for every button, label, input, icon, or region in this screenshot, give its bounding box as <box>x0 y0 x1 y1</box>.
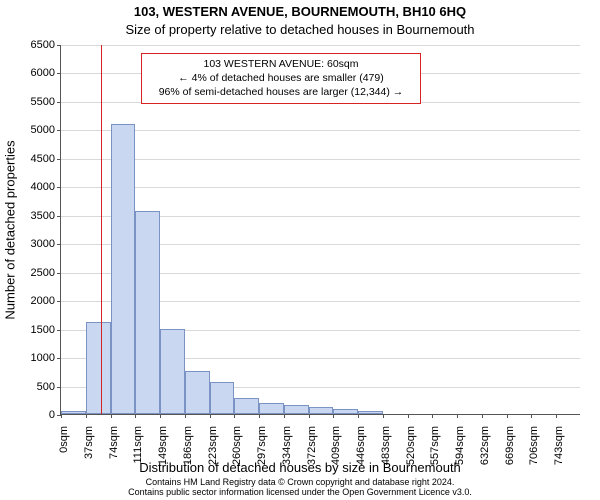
xtick-mark <box>507 414 508 418</box>
histogram-bar <box>61 411 86 414</box>
ytick-label: 2500 <box>19 267 55 279</box>
ytick-label: 5000 <box>19 124 55 136</box>
xtick-mark <box>333 414 334 418</box>
plot-area: 0500100015002000250030003500400045005000… <box>60 45 580 415</box>
ytick-mark <box>57 216 61 217</box>
xtick-mark <box>86 414 87 418</box>
histogram-bar <box>86 322 111 414</box>
xtick-mark <box>259 414 260 418</box>
ytick-mark <box>57 358 61 359</box>
xtick-mark <box>383 414 384 418</box>
reference-line <box>101 45 102 414</box>
annotation-line-3: 96% of semi-detached houses are larger (… <box>148 85 414 99</box>
xtick-mark <box>482 414 483 418</box>
xtick-mark <box>457 414 458 418</box>
annotation-line-2: ← 4% of detached houses are smaller (479… <box>148 71 414 85</box>
grid-line <box>61 159 580 160</box>
histogram-bar <box>358 411 383 414</box>
footer-line-2: Contains public sector information licen… <box>0 487 600 497</box>
ytick-mark <box>57 273 61 274</box>
footer-text: Contains HM Land Registry data © Crown c… <box>0 477 600 498</box>
chart-title-desc: Size of property relative to detached ho… <box>0 22 600 37</box>
xtick-mark <box>111 414 112 418</box>
x-axis-label: Distribution of detached houses by size … <box>0 460 600 475</box>
chart-title-address: 103, WESTERN AVENUE, BOURNEMOUTH, BH10 6… <box>0 4 600 19</box>
histogram-bar <box>234 398 259 414</box>
chart-container: 103, WESTERN AVENUE, BOURNEMOUTH, BH10 6… <box>0 0 600 500</box>
ytick-label: 5500 <box>19 96 55 108</box>
grid-line <box>61 45 580 46</box>
ytick-mark <box>57 159 61 160</box>
ytick-label: 6500 <box>19 39 55 51</box>
ytick-mark <box>57 330 61 331</box>
ytick-mark <box>57 387 61 388</box>
grid-line <box>61 130 580 131</box>
ytick-label: 500 <box>19 381 55 393</box>
ytick-label: 3000 <box>19 238 55 250</box>
histogram-bar <box>111 124 136 414</box>
ytick-label: 6000 <box>19 67 55 79</box>
ytick-mark <box>57 102 61 103</box>
ytick-mark <box>57 244 61 245</box>
y-axis-label: Number of detached properties <box>3 140 18 319</box>
xtick-mark <box>432 414 433 418</box>
ytick-label: 3500 <box>19 210 55 222</box>
ytick-label: 1500 <box>19 324 55 336</box>
footer-line-1: Contains HM Land Registry data © Crown c… <box>0 477 600 487</box>
histogram-bar <box>210 382 235 414</box>
xtick-mark <box>135 414 136 418</box>
xtick-mark <box>234 414 235 418</box>
ytick-mark <box>57 73 61 74</box>
histogram-bar <box>185 371 210 414</box>
xtick-mark <box>531 414 532 418</box>
histogram-bar <box>309 407 334 414</box>
xtick-mark <box>185 414 186 418</box>
annotation-line-1: 103 WESTERN AVENUE: 60sqm <box>148 57 414 71</box>
ytick-label: 0 <box>19 409 55 421</box>
ytick-mark <box>57 187 61 188</box>
xtick-mark <box>61 414 62 418</box>
ytick-label: 1000 <box>19 352 55 364</box>
xtick-mark <box>556 414 557 418</box>
xtick-mark <box>284 414 285 418</box>
histogram-bar <box>259 403 284 414</box>
ytick-mark <box>57 130 61 131</box>
xtick-mark <box>358 414 359 418</box>
grid-line <box>61 187 580 188</box>
ytick-label: 4000 <box>19 181 55 193</box>
xtick-mark <box>160 414 161 418</box>
ytick-label: 2000 <box>19 295 55 307</box>
histogram-bar <box>160 329 185 414</box>
histogram-bar <box>333 409 358 414</box>
histogram-bar <box>135 211 160 414</box>
ytick-label: 4500 <box>19 153 55 165</box>
xtick-mark <box>309 414 310 418</box>
ytick-mark <box>57 301 61 302</box>
ytick-mark <box>57 45 61 46</box>
histogram-bar <box>284 405 309 414</box>
xtick-mark <box>408 414 409 418</box>
reference-annotation: 103 WESTERN AVENUE: 60sqm ← 4% of detach… <box>141 53 421 104</box>
xtick-mark <box>210 414 211 418</box>
